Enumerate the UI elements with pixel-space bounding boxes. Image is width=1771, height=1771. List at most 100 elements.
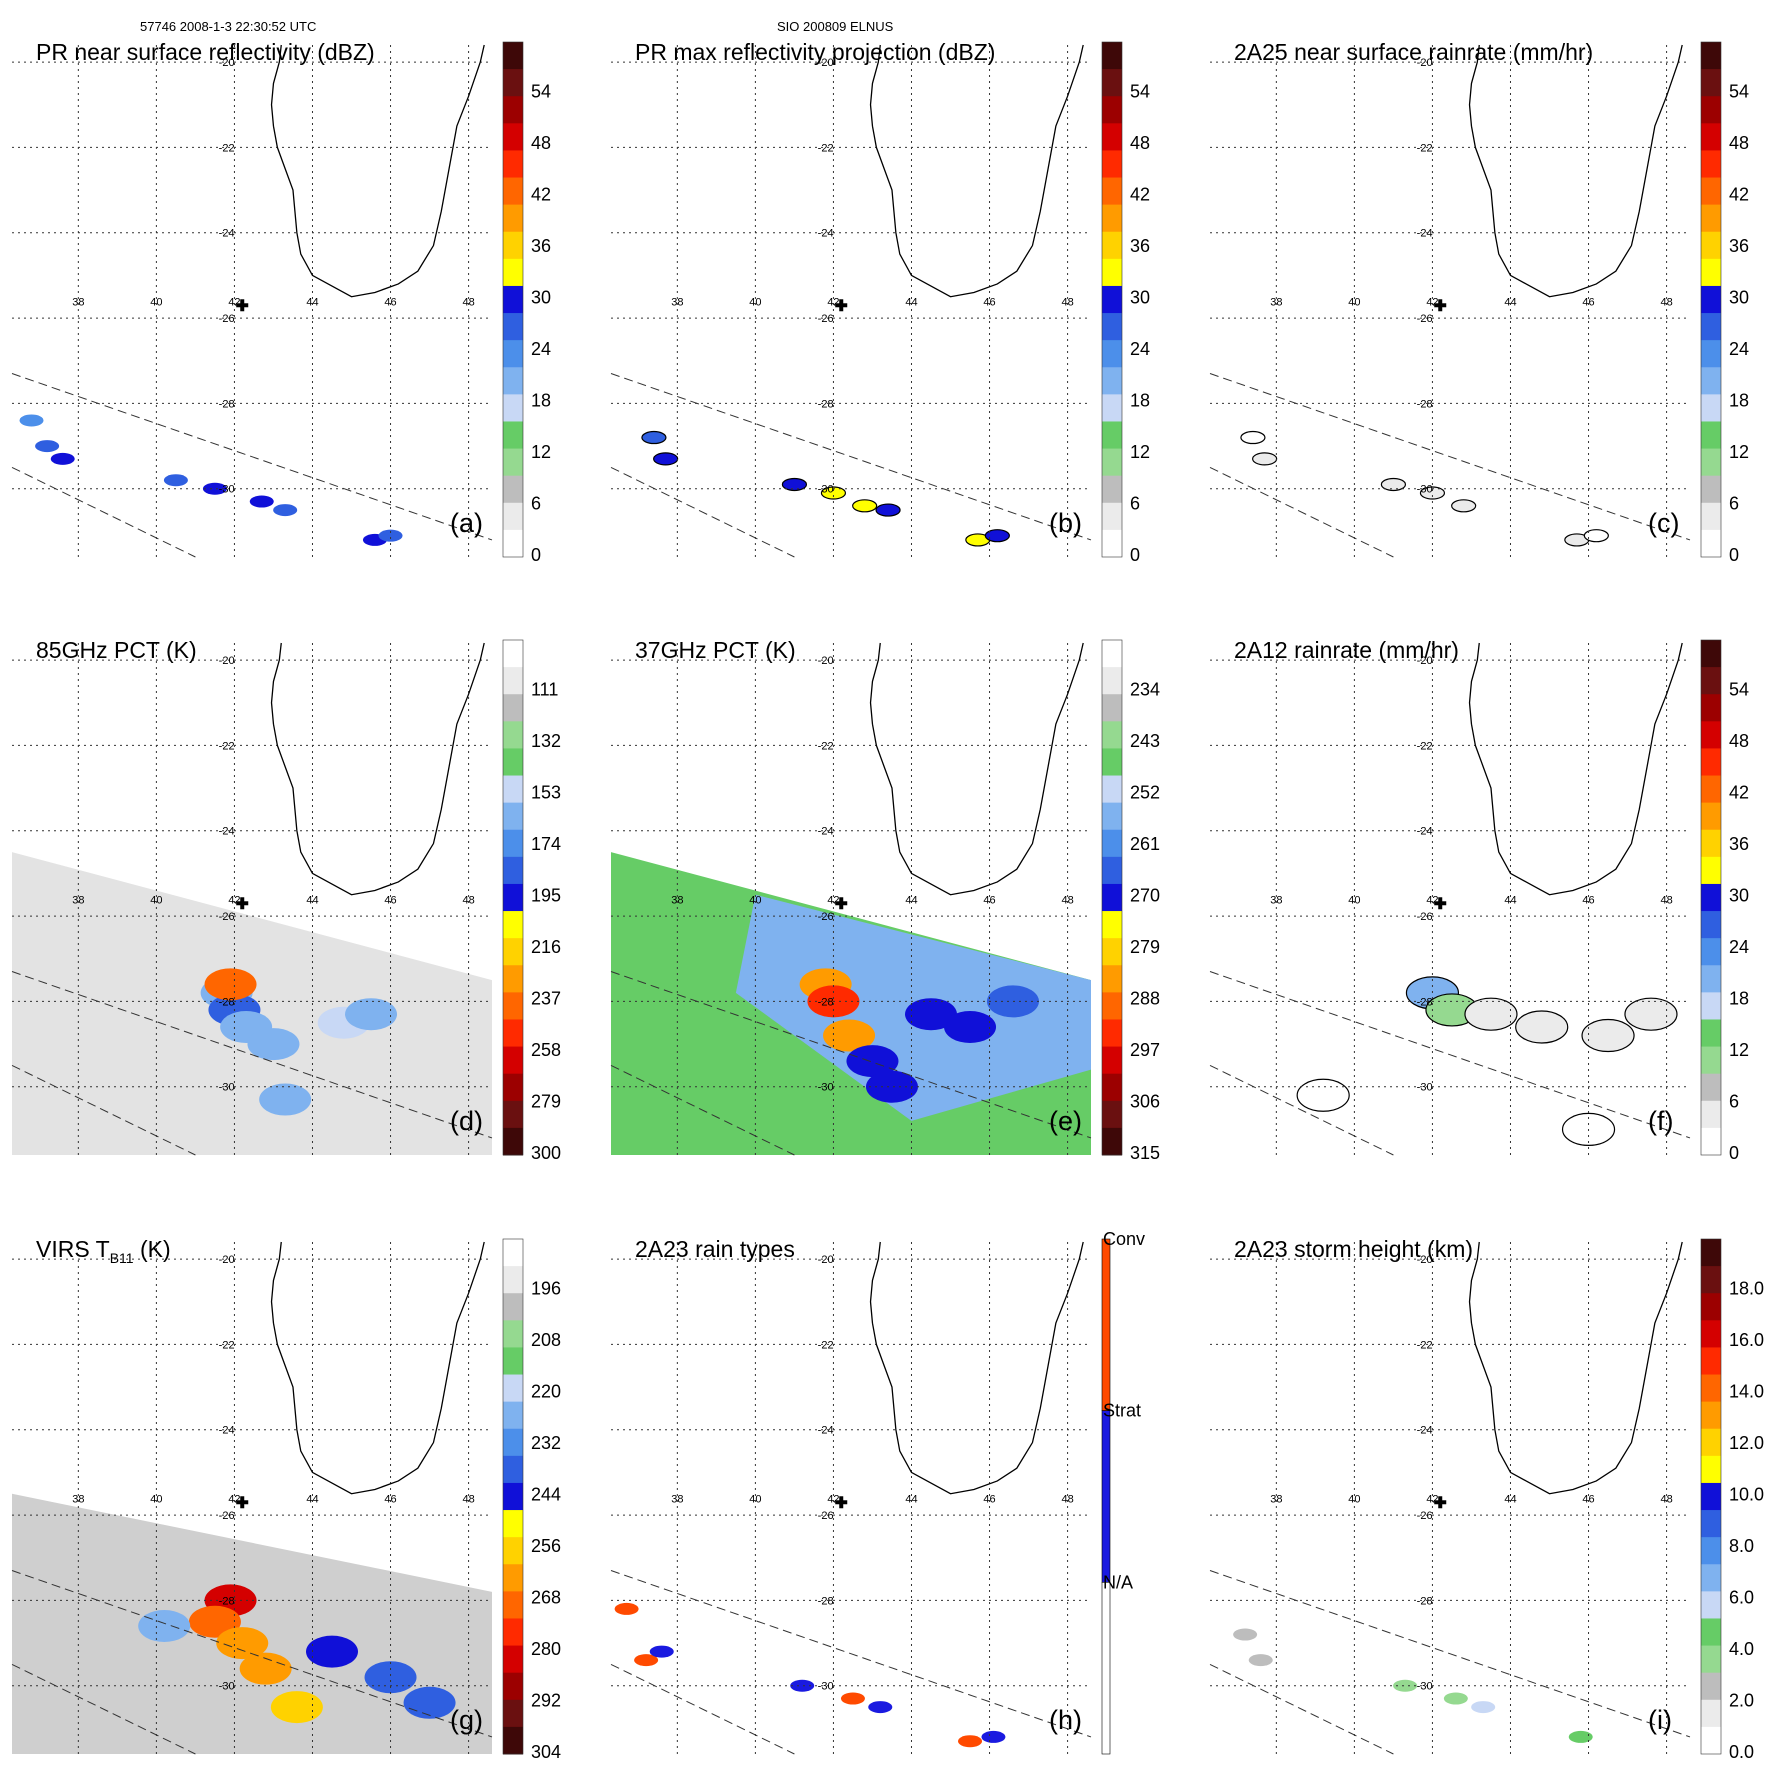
storm-center-marker: [835, 1496, 848, 1509]
lat-label: -26: [818, 911, 834, 923]
lat-label: -26: [219, 911, 235, 923]
lon-label: 48: [1660, 296, 1672, 308]
lat-label: -22: [219, 142, 235, 154]
data-cell-3: [239, 1652, 292, 1685]
colorbar-tick: 30: [1729, 288, 1749, 308]
data-cell-4: [840, 1692, 865, 1705]
colorbar-segment: [1701, 1618, 1721, 1647]
colorbar-segment: [1102, 204, 1122, 233]
data-cell-2: [1464, 997, 1518, 1031]
data-cell-1: [1252, 452, 1278, 466]
data-cell-5: [1624, 997, 1678, 1031]
colorbar-tick: 6: [531, 494, 541, 514]
data-cell-4: [270, 1691, 323, 1724]
lon-label: 44: [1504, 894, 1516, 906]
panel-letter: (f): [1648, 1106, 1673, 1136]
panel-b: 38 40 42 44 46 48 -20 -22 -24 -26 -28 -30 PR max ref…: [610, 39, 1191, 570]
colorbar-segment: [1701, 1591, 1721, 1619]
colorbar-tick: 306: [1130, 1092, 1160, 1112]
colorbar-segment: [1102, 502, 1122, 531]
colorbar-segment: [503, 475, 523, 504]
colorbar-tick: 54: [1729, 680, 1749, 700]
colorbar-tick: 36: [1729, 236, 1749, 256]
colorbar-segment: [503, 721, 523, 749]
colorbar: 18.0 16.0 14.0 12.0 10.0 8.0 6.0 4.0 2.0 0.0: [1700, 1238, 1764, 1762]
coastline: [270, 642, 485, 896]
colorbar-segment: [1102, 1046, 1122, 1075]
lat-label: -20: [219, 1254, 235, 1266]
lon-label: 48: [1061, 296, 1073, 308]
colorbar-segment: [1102, 883, 1122, 912]
lon-label: 44: [905, 1493, 917, 1505]
lat-label: -22: [219, 1339, 235, 1351]
lat-label: -22: [818, 740, 834, 752]
colorbar-segment: [503, 1347, 523, 1376]
swath-edge-0: [1209, 373, 1691, 541]
colorbar-segment: [503, 1618, 523, 1647]
colorbar-segment: [503, 1482, 523, 1511]
colorbar-segment: [503, 1046, 523, 1075]
panel-letter: (g): [450, 1705, 483, 1735]
colorbar-segment: [1701, 285, 1721, 314]
colorbar-tick: 18: [531, 391, 551, 411]
colorbar-tick: 16.0: [1729, 1330, 1764, 1350]
colorbar-segment: [1701, 150, 1721, 179]
colorbar-tick: 36: [1729, 834, 1749, 854]
panel-g: 38 40 42 44 46 48 -20 -22 -24 -26 -28 -30 VIRS TB11 …: [11, 1236, 592, 1767]
colorbar-segment: [1102, 829, 1122, 858]
colorbar-tick: 0.0: [1729, 1742, 1754, 1762]
colorbar-segment: [1102, 529, 1122, 558]
lon-label: 38: [1270, 894, 1282, 906]
colorbar-tick: 111: [531, 680, 558, 700]
colorbar-tick: 42: [531, 185, 551, 205]
colorbar-segment: [1701, 721, 1721, 749]
data-cell-7: [345, 998, 398, 1031]
panel-title: 2A12 rainrate (mm/hr): [1234, 637, 1459, 663]
lat-label: -22: [818, 142, 834, 154]
lon-label: 38: [671, 894, 683, 906]
swath-edge-0: [11, 971, 493, 1139]
colorbar-segment: [1701, 640, 1721, 668]
lon-label: 40: [150, 894, 162, 906]
lat-label: -28: [219, 996, 235, 1008]
colorbar-tick: 270: [1130, 886, 1160, 906]
colorbar-segment: [1701, 421, 1721, 450]
lon-label: 38: [1270, 1493, 1282, 1505]
storm-center-marker: [835, 299, 848, 312]
data-cell-1: [1248, 1654, 1273, 1667]
data-cell-4: [202, 482, 227, 495]
colorbar-segment: [503, 1320, 523, 1348]
colorbar-segment: [503, 856, 523, 885]
colorbar-segment: [1102, 667, 1122, 695]
storm-center-marker: [1434, 299, 1447, 312]
colorbar-tick: 12: [1729, 1040, 1749, 1060]
colorbar-segment: [503, 1537, 523, 1565]
swath-edge-1: [610, 1663, 795, 1755]
lon-label: 46: [384, 296, 396, 308]
lat-label: -26: [1417, 911, 1433, 923]
colorbar-segment: [1102, 285, 1122, 314]
colorbar: 196 208 220 232 244 256 268 280 292 304: [502, 1238, 561, 1762]
colorbar-tick: 6.0: [1729, 1588, 1754, 1608]
colorbar-segment: [1701, 1455, 1721, 1484]
colorbar-segment: [503, 177, 523, 206]
colorbar-frame: [502, 1238, 524, 1755]
colorbar: 234 243 252 261 270 279 288 297 306 315: [1101, 639, 1160, 1163]
lat-label: -30: [818, 1082, 834, 1094]
data-cell-5: [249, 495, 274, 508]
colorbar-tick: 4.0: [1729, 1639, 1754, 1659]
data-cell-3: [1419, 486, 1446, 500]
colorbar-segment: [503, 313, 523, 341]
colorbar-segment: [1102, 421, 1122, 450]
panel-letter: (h): [1049, 1705, 1082, 1735]
colorbar-segment: [503, 1073, 523, 1102]
lon-label: 48: [462, 296, 474, 308]
colorbar-tick: 36: [1130, 236, 1150, 256]
data-cell-3: [790, 1679, 815, 1692]
colorbar-segment: [1701, 1073, 1721, 1102]
colorbar-segment: [1102, 42, 1122, 70]
lat-label: -24: [219, 228, 235, 240]
colorbar-segment: [503, 367, 523, 395]
colorbar-segment: [1102, 748, 1122, 777]
